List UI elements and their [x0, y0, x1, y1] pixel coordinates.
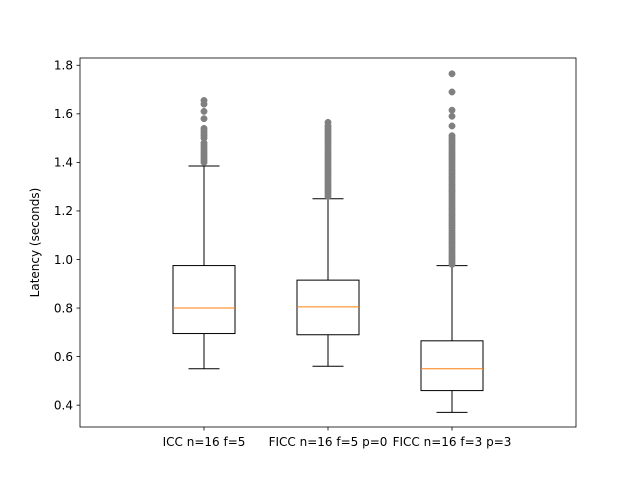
x-tick-label: ICC n=16 f=5 — [163, 435, 246, 449]
outlier-point — [448, 106, 456, 114]
y-tick-label: 1.4 — [54, 156, 73, 170]
y-tick-label: 1.8 — [54, 59, 73, 73]
y-tick-label: 0.6 — [54, 350, 73, 364]
y-tick-label: 1.2 — [54, 204, 73, 218]
outlier-point — [324, 118, 332, 126]
outlier-point — [200, 107, 208, 115]
outlier-point — [448, 88, 456, 96]
box-iqr — [172, 265, 236, 335]
box-iqr — [420, 340, 484, 392]
outlier-point — [448, 132, 456, 140]
y-tick-label: 0.4 — [54, 398, 73, 412]
box-group — [172, 97, 236, 370]
outlier-point — [200, 124, 208, 132]
y-tick-label: 1.0 — [54, 253, 73, 267]
box-group — [420, 70, 484, 413]
y-tick-label: 1.6 — [54, 107, 73, 121]
outlier-point — [448, 122, 456, 130]
box-iqr — [296, 279, 360, 336]
outlier-point — [448, 70, 456, 78]
y-tick-label: 0.8 — [54, 301, 73, 315]
outlier-point — [448, 112, 456, 120]
x-tick-label: FICC n=16 f=3 p=3 — [393, 435, 512, 449]
outlier-point — [200, 115, 208, 123]
y-axis-label: Latency (seconds) — [28, 188, 42, 298]
box-group — [296, 118, 360, 367]
x-tick-label: FICC n=16 f=5 p=0 — [269, 435, 388, 449]
outlier-point — [200, 97, 208, 104]
